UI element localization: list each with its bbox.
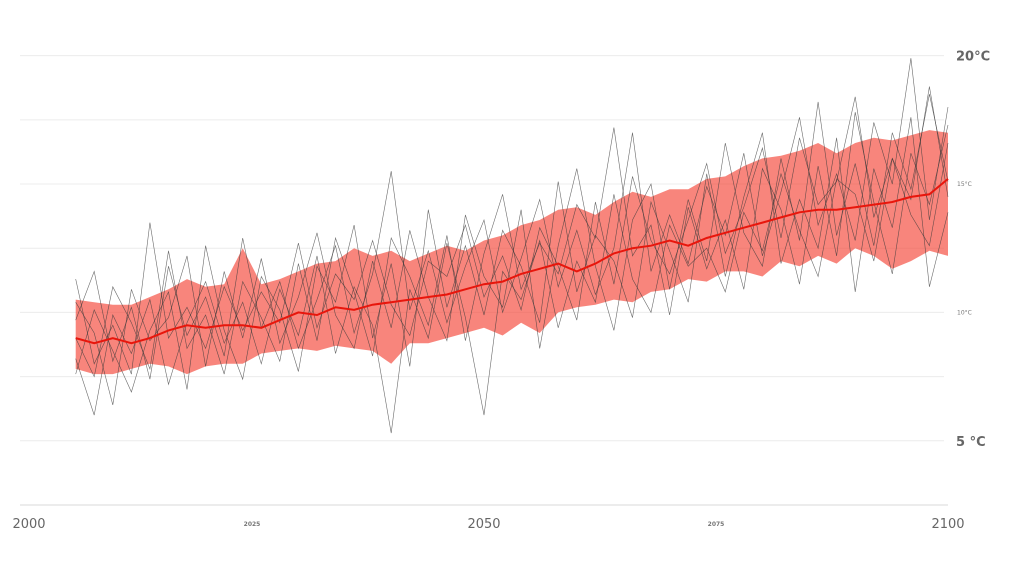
x-tick-label-2075: 2075 xyxy=(708,521,725,528)
y-tick-label-15: 15°C xyxy=(957,181,972,188)
y-tick-label-5: 5 °C xyxy=(956,435,986,450)
ensemble-members-layer xyxy=(75,58,949,434)
y-tick-label-20: 20°C xyxy=(956,50,990,65)
x-tick-label-2050: 2050 xyxy=(467,517,500,532)
uncertainty-band-layer xyxy=(75,130,948,375)
ensemble-member-line-6 xyxy=(75,112,949,378)
x-tick-label-2025: 2025 xyxy=(244,521,261,528)
x-tick-label-2000: 2000 xyxy=(12,517,45,532)
x-tick-label-2100: 2100 xyxy=(931,517,964,532)
ensemble-member-line-1 xyxy=(75,86,949,375)
ensemble-member-line-5 xyxy=(75,117,949,393)
ensemble-member-line-4 xyxy=(75,94,949,405)
ensemble-mean-layer xyxy=(75,178,949,345)
y-tick-labels: 20°C 15°C 10°C 5 °C xyxy=(956,50,990,450)
ensemble-mean-line xyxy=(75,178,949,345)
ensemble-member-line-3 xyxy=(75,142,949,434)
uncertainty-band xyxy=(75,130,948,375)
y-tick-label-10: 10°C xyxy=(957,309,972,316)
x-tick-labels: 2000 2025 2050 2075 2100 xyxy=(12,517,964,532)
